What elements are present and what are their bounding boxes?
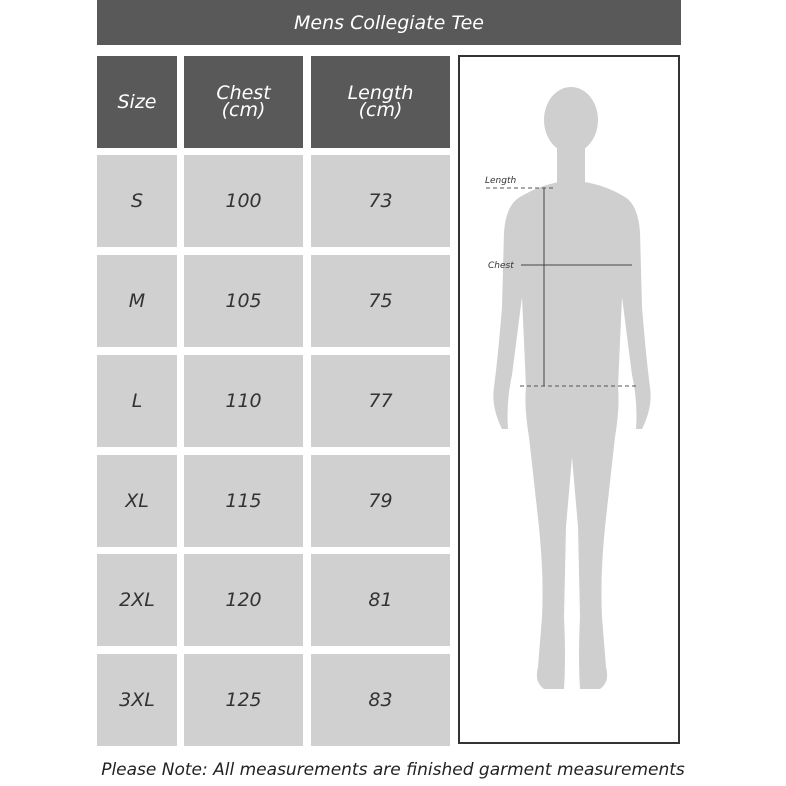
cell-chest: 115 [184, 455, 303, 547]
cell-size: L [97, 355, 177, 447]
chart-title: Mens Collegiate Tee [97, 0, 681, 45]
cell-size: 3XL [97, 654, 177, 746]
header-length: Length (cm) [311, 56, 450, 148]
cell-length: 79 [311, 455, 450, 547]
cell-chest: 120 [184, 554, 303, 646]
cell-chest: 110 [184, 355, 303, 447]
cell-size: 2XL [97, 554, 177, 646]
cell-length: 77 [311, 355, 450, 447]
cell-size: XL [97, 455, 177, 547]
cell-length: 73 [311, 155, 450, 247]
body-figure-panel: Length Chest [458, 55, 680, 744]
cell-length: 81 [311, 554, 450, 646]
header-chest: Chest (cm) [184, 56, 303, 148]
length-label: Length [485, 176, 516, 186]
header-length-label: Length [347, 82, 414, 104]
header-size-label: Size [117, 90, 157, 113]
measurement-note: Please Note: All measurements are finish… [101, 760, 685, 780]
cell-chest: 125 [184, 654, 303, 746]
cell-size: S [97, 155, 177, 247]
header-length-unit: (cm) [358, 99, 403, 121]
chest-label: Chest [488, 261, 514, 271]
header-chest-label: Chest [216, 82, 271, 104]
cell-length: 83 [311, 654, 450, 746]
cell-chest: 100 [184, 155, 303, 247]
header-size: Size [97, 56, 177, 148]
cell-size: M [97, 255, 177, 347]
header-chest-unit: (cm) [221, 99, 266, 121]
body-silhouette: Length Chest [485, 87, 651, 689]
cell-chest: 105 [184, 255, 303, 347]
cell-length: 75 [311, 255, 450, 347]
